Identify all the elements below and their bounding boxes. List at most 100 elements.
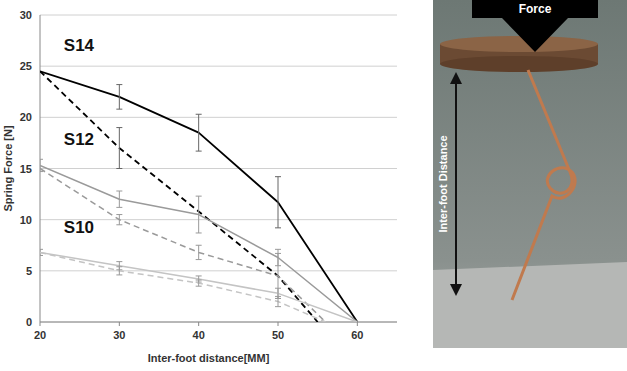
error-cap [196, 245, 202, 246]
error-cap [275, 227, 281, 228]
error-cap [40, 159, 43, 160]
series-line [40, 71, 357, 322]
error-cap [40, 249, 43, 250]
error-cap [275, 249, 281, 250]
error-bar [196, 280, 202, 286]
arrow-head [450, 284, 462, 296]
photo: Force Inter-foot Distance [433, 0, 627, 348]
disc-bottom [440, 56, 598, 72]
grid-line [40, 168, 397, 169]
error-cap [196, 259, 202, 260]
x-tick [278, 322, 279, 326]
force-label: Force [519, 2, 552, 16]
error-cap [196, 196, 202, 197]
y-tick-label: 25 [20, 60, 32, 72]
error-cap [116, 84, 122, 85]
plot-marks [40, 71, 357, 322]
series-line [40, 71, 318, 322]
error-cap [275, 288, 281, 289]
distance-arrow [455, 76, 457, 292]
series-line [40, 252, 326, 322]
grid-line [40, 66, 397, 67]
floor-plate [433, 262, 627, 348]
grid-line [40, 15, 397, 16]
series-line [40, 165, 357, 322]
photo-background [433, 0, 627, 348]
x-tick-label: 40 [193, 329, 205, 341]
error-stem [278, 253, 279, 298]
disc-top [440, 36, 598, 52]
error-bar [116, 85, 122, 110]
grid-line [40, 270, 397, 271]
error-cap [116, 127, 122, 128]
y-axis-label: Spring Force [N] [2, 125, 14, 212]
x-tick [198, 322, 199, 326]
y-tick-label: 20 [20, 111, 32, 123]
y-tick-label: 10 [20, 214, 32, 226]
series-line [40, 169, 326, 323]
series-annotation: S12 [64, 130, 94, 149]
error-stem [119, 215, 120, 225]
x-tick [357, 322, 358, 326]
error-cap [275, 306, 281, 307]
error-cap [275, 296, 281, 297]
error-cap [196, 275, 202, 276]
error-cap [116, 214, 122, 215]
error-cap [275, 253, 281, 254]
arrow-head [450, 72, 462, 84]
error-cap [196, 232, 202, 233]
x-tick-label: 50 [272, 329, 284, 341]
figure: 0510152025302030405060Inter-foot distanc… [0, 0, 627, 371]
error-cap [116, 261, 122, 262]
error-bar [116, 215, 122, 225]
error-stem [40, 159, 41, 171]
error-cap [116, 274, 122, 275]
error-bar [196, 114, 202, 151]
error-cap [116, 168, 122, 169]
x-axis [40, 322, 397, 323]
grid-line [40, 322, 397, 323]
error-bar [275, 253, 281, 298]
error-cap [116, 224, 122, 225]
error-bar [275, 296, 281, 306]
error-stem [119, 128, 120, 169]
series-annotation: S14 [64, 36, 95, 55]
x-tick [119, 322, 120, 326]
series-line [40, 252, 357, 322]
y-tick-label: 30 [20, 9, 32, 21]
distance-label: Inter-foot Distance [437, 135, 449, 232]
error-cap [40, 171, 43, 172]
error-bar [196, 196, 202, 233]
error-cap [196, 286, 202, 287]
error-bar [116, 128, 122, 169]
error-cap [40, 255, 43, 256]
error-stem [119, 191, 120, 207]
grid-line [40, 117, 397, 118]
error-cap [196, 280, 202, 281]
y-tick-label: 0 [26, 316, 32, 328]
error-cap [275, 176, 281, 177]
error-bar [275, 177, 281, 228]
error-cap [116, 207, 122, 208]
error-cap [116, 191, 122, 192]
force-arrow [472, 0, 598, 52]
error-stem [198, 196, 199, 233]
spring-wire [512, 70, 575, 300]
error-cap [196, 151, 202, 152]
error-stem [198, 245, 199, 259]
error-bar [116, 191, 122, 207]
error-bar [196, 245, 202, 259]
error-stem [198, 114, 199, 151]
error-cap [116, 109, 122, 110]
error-bar [116, 267, 122, 275]
x-axis-label: Inter-foot distance[MM] [148, 352, 270, 364]
error-stem [119, 267, 120, 275]
error-stem [198, 280, 199, 286]
error-stem [278, 177, 279, 228]
error-stem [119, 85, 120, 110]
error-stem [278, 296, 279, 306]
error-cap [196, 114, 202, 115]
y-tick-label: 5 [26, 265, 32, 277]
x-tick-label: 30 [113, 329, 125, 341]
x-tick [40, 322, 41, 326]
